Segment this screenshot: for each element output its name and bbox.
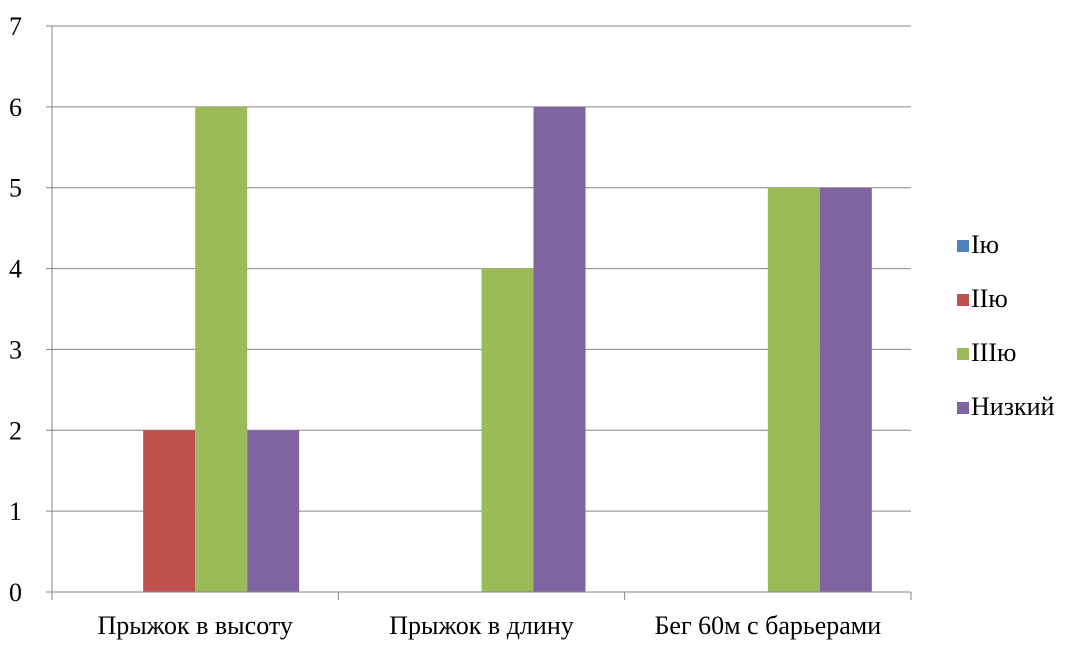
legend-swatch <box>957 402 969 414</box>
legend-label: Низкий <box>971 392 1055 421</box>
y-tick-label: 0 <box>9 578 22 607</box>
legend-label: IIю <box>971 284 1008 313</box>
x-tick-labels: Прыжок в высоту Прыжок в длину Бег 60м с б… <box>97 611 881 640</box>
legend-swatch <box>957 240 969 252</box>
bar <box>767 187 820 592</box>
bars <box>143 106 872 592</box>
y-tick-label: 4 <box>9 255 22 284</box>
legend-label: IIIю <box>971 338 1016 367</box>
x-tick-label: Бег 60м с барьерами <box>654 611 881 640</box>
bar <box>143 430 196 592</box>
y-tick-labels: 0 1 2 3 4 5 6 7 <box>9 12 22 607</box>
bar <box>819 187 872 592</box>
bar <box>481 268 534 592</box>
x-tick-label: Прыжок в высоту <box>97 611 292 640</box>
y-tick-label: 1 <box>9 497 22 526</box>
axes <box>46 25 912 600</box>
legend-swatch <box>957 294 969 306</box>
y-tick-label: 5 <box>9 174 22 203</box>
y-tick-label: 7 <box>9 12 22 41</box>
y-tick-label: 6 <box>9 93 22 122</box>
bar <box>533 106 586 592</box>
legend-swatch <box>957 348 969 360</box>
legend: Iю IIю IIIю Низкий <box>957 230 1055 421</box>
x-tick-label: Прыжок в длину <box>389 611 574 640</box>
bar <box>247 430 300 592</box>
y-tick-label: 2 <box>9 416 22 445</box>
legend-label: Iю <box>971 230 999 259</box>
y-tick-label: 3 <box>9 335 22 364</box>
bar <box>195 106 248 592</box>
